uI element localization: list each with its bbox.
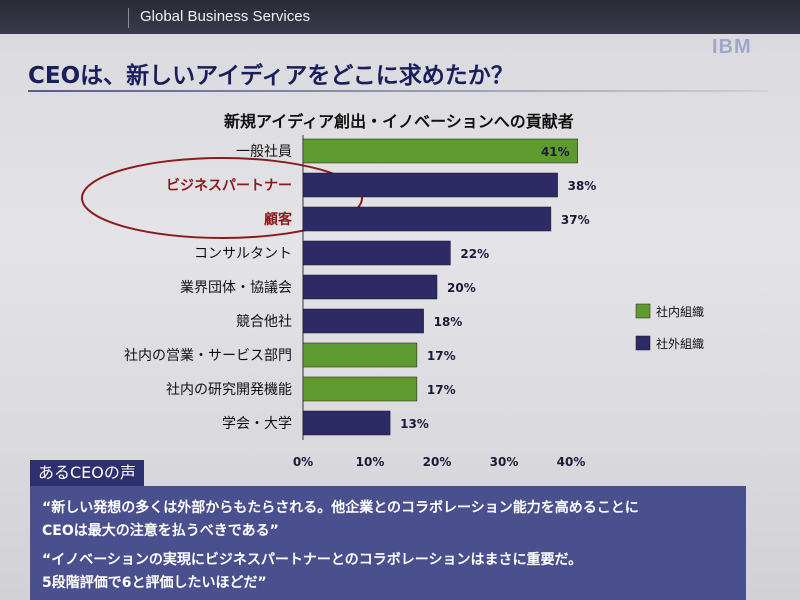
value-label-6: 18%	[434, 315, 463, 329]
legend-label-1: 社内組織	[656, 304, 704, 319]
legend-swatch-2	[635, 335, 651, 351]
title-rule	[28, 90, 768, 92]
bar-7	[302, 342, 418, 368]
quote-line-4: 5段階評価で6と評価したいほどだ”	[42, 575, 267, 591]
bar-6	[302, 308, 424, 334]
x-tick-label-3: 20%	[423, 455, 452, 469]
category-label-5: 業界団体・協議会	[180, 279, 292, 296]
bar-1	[302, 138, 578, 164]
category-label-7: 社内の営業・サービス部門	[124, 348, 292, 364]
category-label-6: 競合他社	[236, 314, 292, 330]
category-label-4: コンサルタント	[194, 246, 292, 262]
chart-title: 新規アイディア創出・イノベーションへの貢献者	[224, 112, 574, 131]
header-divider	[128, 8, 129, 28]
highlight-ellipse	[81, 157, 363, 239]
header-bar	[0, 0, 800, 34]
value-label-5: 20%	[447, 281, 476, 295]
bar-4	[302, 240, 451, 266]
value-label-9: 13%	[400, 417, 429, 431]
ceo-voice-heading: あるCEOの声	[30, 460, 144, 486]
category-label-8: 社内の研究開発機能	[166, 382, 292, 398]
x-tick-label-1: 0%	[293, 455, 313, 469]
bar-3	[302, 206, 552, 232]
quote-line-3: “イノベーションの実現にビジネスパートナーとのコラボレーションはまさに重要だ。	[42, 552, 583, 568]
ibm-logo: IBM	[712, 36, 752, 58]
quote-line-1: “新しい発想の多くは外部からもたらされる。他企業とのコラボレーション能力を高める…	[42, 500, 639, 516]
x-tick-label-2: 10%	[356, 455, 385, 469]
category-label-1: 一般社員	[236, 144, 292, 160]
category-label-3: 顧客	[264, 211, 293, 228]
header-title: Global Business Services	[140, 8, 311, 25]
value-label-7: 17%	[427, 349, 456, 363]
category-label-9: 学会・大学	[222, 416, 292, 432]
bar-9	[302, 410, 391, 436]
ceo-voice-box	[30, 486, 746, 600]
value-label-8: 17%	[427, 383, 456, 397]
value-label-2: 38%	[568, 179, 597, 193]
value-label-1: 41%	[541, 145, 570, 159]
legend-swatch-1	[635, 303, 651, 319]
bar-8	[302, 376, 418, 402]
category-label-2: ビジネスパートナー	[166, 178, 292, 194]
x-tick-label-4: 30%	[490, 455, 519, 469]
bar-5	[302, 274, 438, 300]
x-tick-label-5: 40%	[557, 455, 586, 469]
legend-label-2: 社外組織	[656, 336, 704, 351]
quote-line-2: CEOは最大の注意を払うべきである”	[42, 523, 279, 539]
value-label-3: 37%	[561, 213, 590, 227]
bar-2	[302, 172, 558, 198]
page-title: CEOは、新しいアイディアをどこに求めたか？	[28, 63, 514, 89]
value-label-4: 22%	[460, 247, 489, 261]
